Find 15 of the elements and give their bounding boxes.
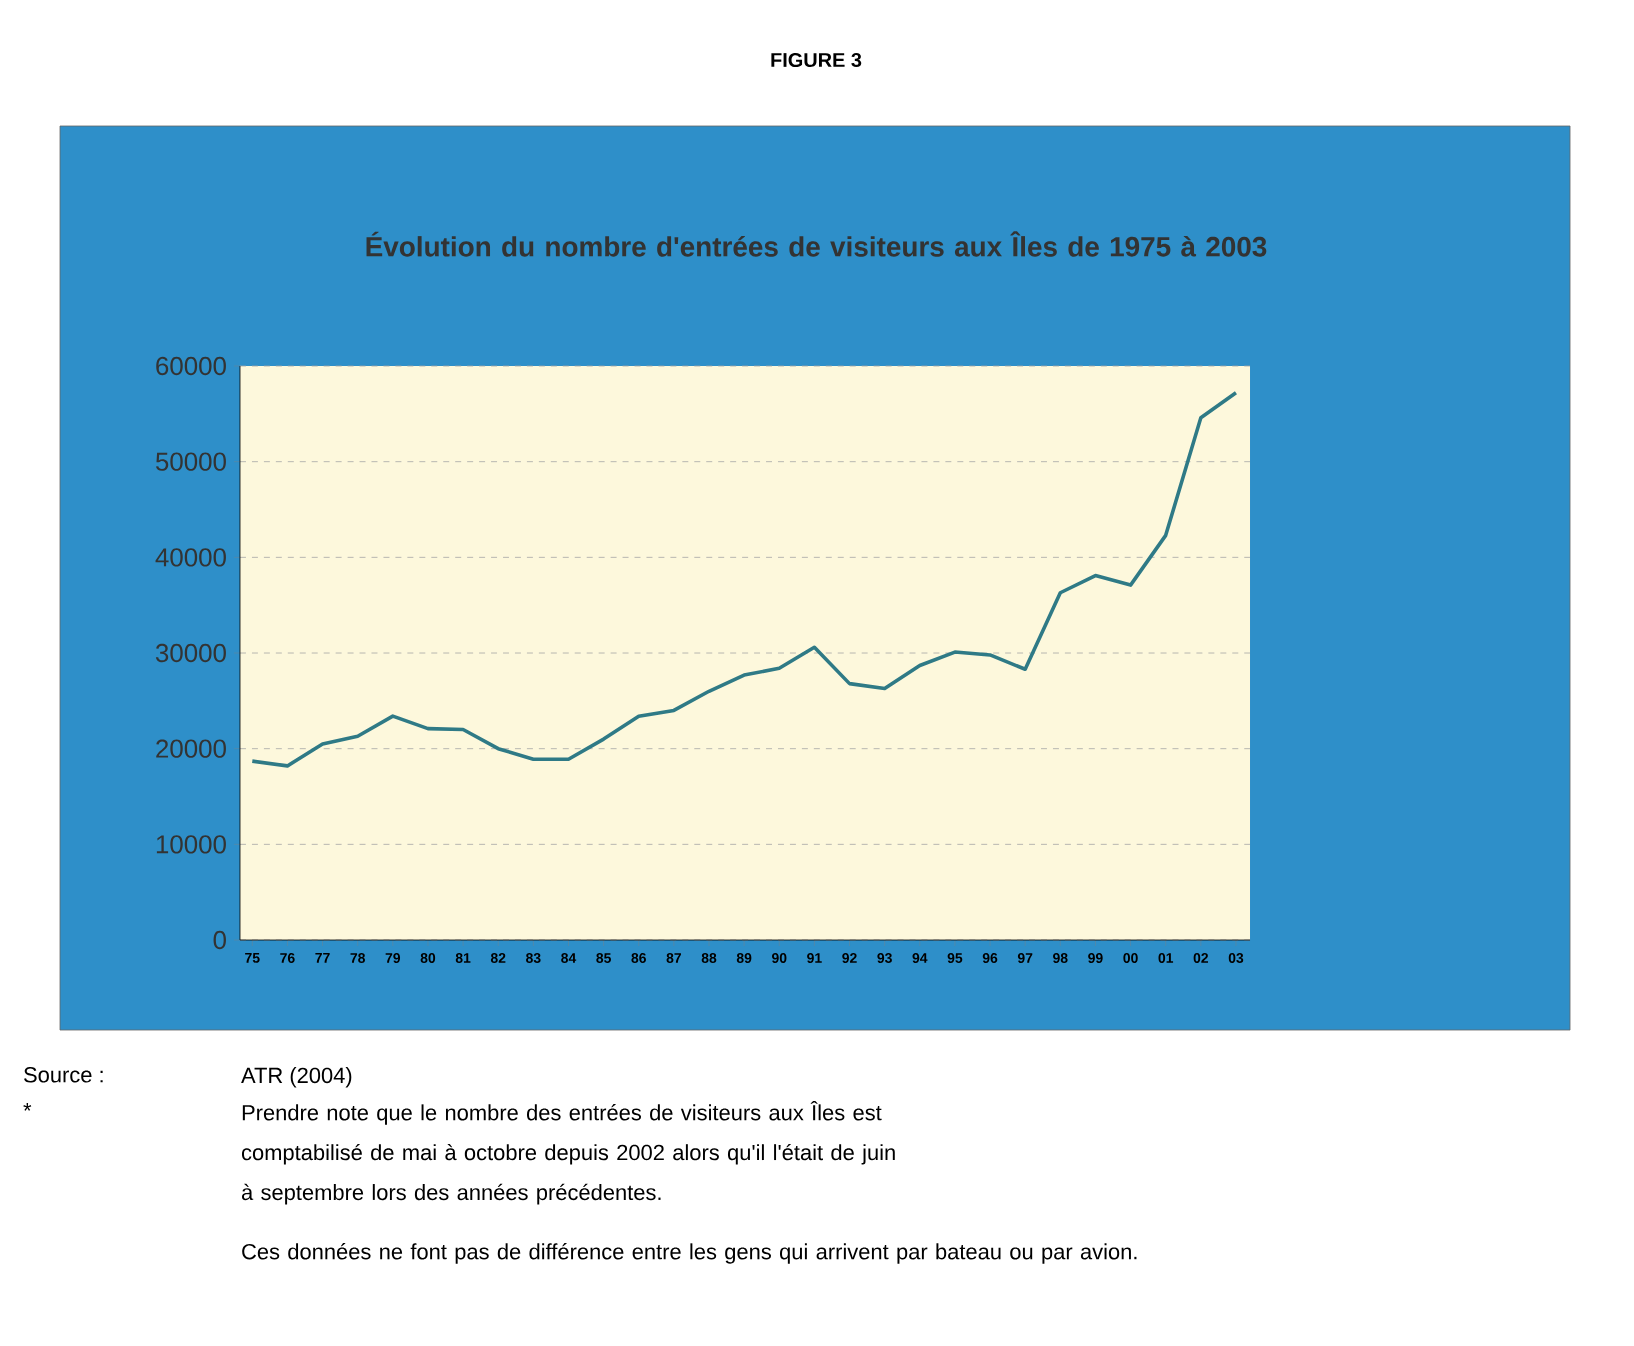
- y-tick-label: 40000: [155, 548, 226, 567]
- source-note: Source :: [24, 1067, 103, 1083]
- text: Ces données ne font pas de différence entre les gens qui arrivent par bateau ou par avion.: [242, 1243, 1137, 1264]
- text: *: [23, 1103, 32, 1111]
- y-tick-label: 20000: [156, 739, 226, 758]
- chart-title: Évolution du nombre d'entrées de visiteurs aux Îles de 1975 à 2003: [366, 231, 1267, 257]
- y-tick-label: 50000: [155, 452, 226, 471]
- text: ATR (2004): [241, 1067, 352, 1088]
- y-tick-label: 10000: [156, 835, 226, 854]
- caption: FIGURE 3: [771, 52, 862, 68]
- y-tick-label: 30000: [155, 643, 226, 663]
- text: Prendre note que le nombre des entrées de visiteurs aux Îles est comptabilisé de mai à octobre depuis 2002 alors qu'il l'était de juin à septembre lors des années précédentes.: [241, 1101, 895, 1205]
- y-tick-label: 0: [213, 930, 226, 950]
- y-tick-label: 60000: [156, 356, 226, 376]
- line-series: [250, 391, 1238, 768]
